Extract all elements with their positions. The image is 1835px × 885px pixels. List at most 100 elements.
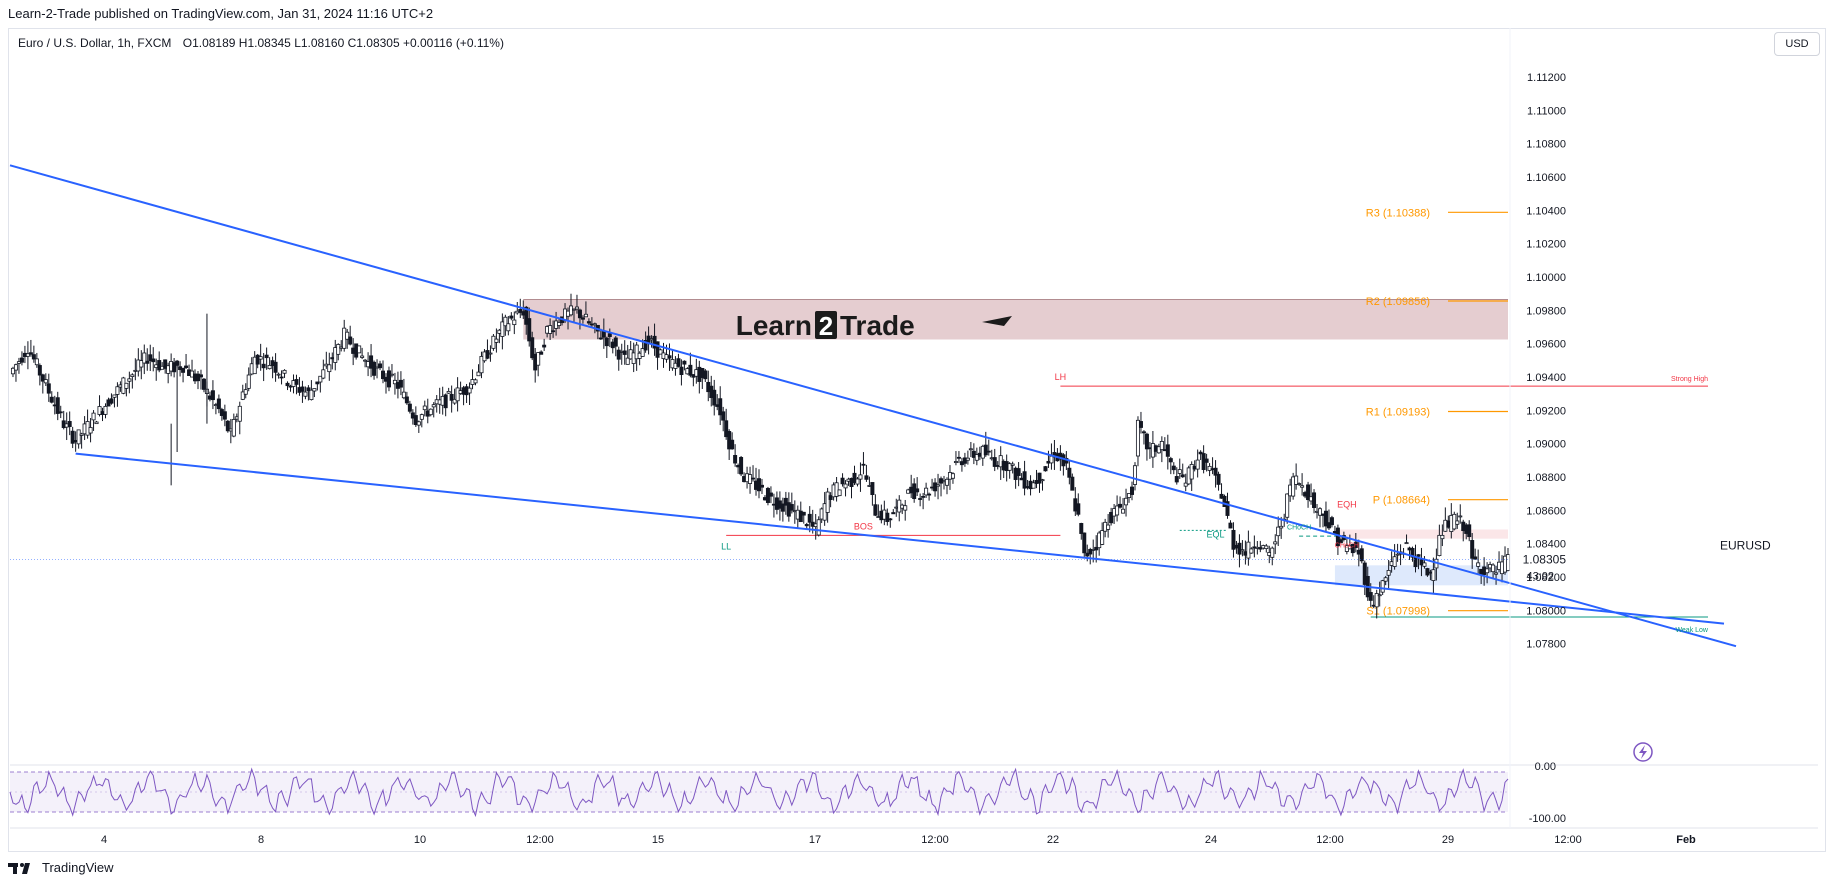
- candle-body: [252, 356, 257, 375]
- candle-body: [1440, 534, 1445, 540]
- candle-body: [801, 511, 806, 516]
- candle-body: [392, 379, 397, 385]
- pivot-label-p: P (1.08664): [1373, 495, 1430, 507]
- candle-body: [718, 398, 723, 416]
- y-tick-label: 1.08800: [1526, 472, 1566, 484]
- y-tick-label: 1.08400: [1526, 539, 1566, 551]
- candle-body: [676, 358, 681, 367]
- tradingview-logo-icon: [8, 862, 30, 874]
- candle-body: [151, 358, 156, 363]
- candle-body: [1180, 474, 1185, 478]
- candle-body: [1485, 568, 1490, 574]
- candle-body: [37, 365, 42, 376]
- candle-body: [616, 349, 621, 360]
- y-tick-label: 1.09200: [1526, 405, 1566, 417]
- candle-body: [1476, 562, 1481, 567]
- y-tick-label: 1.09600: [1526, 339, 1566, 351]
- candle-body: [40, 374, 45, 382]
- candle-body: [142, 352, 147, 364]
- candle-body: [592, 323, 597, 326]
- candle-body: [1413, 557, 1418, 568]
- symbol-name: Euro / U.S. Dollar, 1h, FXCM: [18, 36, 172, 50]
- candle-body: [1297, 483, 1302, 485]
- candle-body: [1395, 553, 1400, 556]
- candle-body: [225, 420, 230, 432]
- candle-body: [55, 397, 60, 414]
- candle-body: [1312, 492, 1317, 509]
- candle-body: [613, 337, 618, 347]
- candle-body: [428, 408, 433, 416]
- candle-body: [1249, 548, 1254, 554]
- x-tick-label: 8: [258, 834, 264, 846]
- candle-body: [1374, 593, 1379, 608]
- candle-body: [1494, 572, 1499, 575]
- x-tick-label: 12:00: [921, 834, 949, 846]
- candle-body: [476, 371, 481, 377]
- annotation-eqh: EQH: [1337, 500, 1357, 510]
- x-tick-label: 17: [809, 834, 821, 846]
- candle-body: [210, 390, 215, 401]
- candle-body: [1010, 463, 1015, 466]
- candle-body: [1124, 497, 1129, 506]
- candle-body: [527, 318, 532, 342]
- currency-button[interactable]: USD: [1774, 32, 1820, 56]
- candle-body: [1386, 570, 1391, 576]
- change-value: +0.00116 (+0.11%): [402, 36, 504, 50]
- candle-body: [551, 330, 556, 333]
- candle-body: [1362, 562, 1367, 585]
- candle-body: [46, 383, 51, 394]
- candle-body: [861, 463, 866, 466]
- candle-body: [97, 406, 102, 415]
- candle-body: [1276, 526, 1281, 537]
- candle-body: [1392, 556, 1397, 567]
- candle-body: [58, 411, 63, 414]
- candle-body: [201, 378, 206, 390]
- lightning-icon: [1639, 745, 1647, 759]
- candle-body: [246, 374, 251, 389]
- candle-body: [1088, 549, 1093, 555]
- candle-body: [49, 396, 54, 403]
- candle-body: [348, 336, 353, 345]
- candle-body: [43, 379, 48, 384]
- candle-body: [398, 379, 403, 388]
- candle-body: [1506, 554, 1511, 571]
- candle-body: [422, 405, 427, 411]
- candle-body: [1380, 580, 1385, 593]
- candle-body: [363, 359, 368, 362]
- candle-body: [13, 364, 18, 371]
- candle-body: [1473, 556, 1478, 560]
- candle-body: [386, 370, 391, 388]
- lower-trendline: [75, 452, 1725, 625]
- candle-body: [255, 354, 260, 365]
- replay-button[interactable]: [1633, 742, 1653, 762]
- candle-body: [1240, 549, 1245, 552]
- candle-body: [404, 396, 409, 404]
- candle-body: [751, 477, 756, 480]
- candle-body: [1359, 548, 1364, 562]
- candle-body: [1127, 493, 1132, 498]
- candle-body: [968, 448, 973, 451]
- candle-body: [837, 489, 842, 497]
- chart-frame[interactable]: [8, 28, 1826, 852]
- candle-body: [965, 457, 970, 461]
- annotation-bos: BOS: [854, 521, 873, 531]
- candle-body: [944, 478, 949, 486]
- candle-body: [237, 405, 242, 422]
- y-tick-label: 1.10200: [1526, 239, 1566, 251]
- y-tick-label: 1.09400: [1526, 372, 1566, 384]
- candle-body: [858, 474, 863, 480]
- candle-body: [1165, 444, 1170, 457]
- y-tick-label: 1.08200: [1526, 572, 1566, 584]
- candle-body: [282, 369, 287, 374]
- candle-body: [1404, 542, 1409, 545]
- candle-body: [583, 313, 588, 318]
- candle-body: [306, 387, 311, 392]
- candle-body: [992, 457, 997, 467]
- symbol-ohlc-bar[interactable]: Euro / U.S. Dollar, 1h, FXCM O1.08189 H1…: [18, 36, 504, 50]
- y-tick-label: 1.10000: [1526, 272, 1566, 284]
- candle-body: [1043, 466, 1048, 472]
- candle-body: [1431, 569, 1436, 581]
- candle-body: [315, 381, 320, 385]
- candle-body: [1335, 527, 1340, 547]
